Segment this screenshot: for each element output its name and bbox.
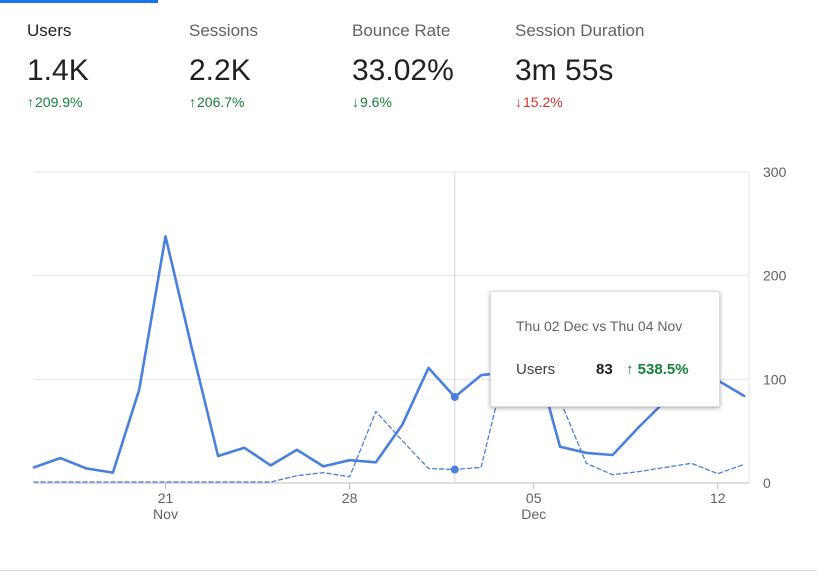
y-tick-label: 300: [763, 164, 787, 180]
x-tick-label: 05: [526, 490, 542, 506]
y-tick-label: 100: [763, 371, 787, 387]
users-series-line: [32, 235, 746, 474]
arrow-down-icon: ↓: [352, 94, 359, 110]
tooltip-title: Thu 02 Dec vs Thu 04 Nov: [516, 318, 683, 334]
metric-session-duration[interactable]: Session Duration 3m 55s ↓15.2%: [515, 18, 644, 111]
x-tick-sublabel: Nov: [153, 506, 178, 522]
metric-value: 1.4K: [27, 54, 89, 87]
comparison-point: [450, 465, 459, 474]
metric-change-value: 206.7%: [197, 94, 245, 110]
chart-tooltip: Thu 02 Dec vs Thu 04 Nov Users 83 ↑ 538.…: [490, 291, 720, 407]
y-tick-label: 0: [763, 475, 771, 491]
y-axis-ticks: 0 100 200 300: [763, 164, 787, 491]
x-tick-label: 12: [710, 490, 726, 506]
divider: [0, 570, 817, 571]
comparison-series-line: [33, 351, 745, 483]
arrow-up-icon: ↑: [189, 94, 196, 110]
metric-bounce-rate[interactable]: Bounce Rate 33.02% ↓9.6%: [352, 18, 454, 111]
metric-change: ↓15.2%: [515, 93, 644, 111]
y-tick-label: 200: [763, 268, 787, 284]
metric-value: 3m 55s: [515, 54, 614, 87]
metric-label: Users: [27, 21, 72, 40]
arrow-up-icon: ↑: [27, 94, 34, 110]
users-point: [450, 392, 459, 401]
metric-label: Bounce Rate: [352, 21, 451, 40]
tooltip-change-value: 538.5%: [637, 361, 689, 378]
tooltip-metric-label: Users: [516, 361, 556, 378]
metric-change-value: 15.2%: [523, 94, 563, 110]
x-tick-sublabel: Dec: [521, 506, 546, 522]
hover-markers: [450, 172, 459, 483]
active-tab-indicator: [0, 0, 158, 3]
arrow-down-icon: ↓: [515, 94, 522, 110]
metric-change-value: 9.6%: [360, 94, 392, 110]
metric-value: 2.2K: [189, 54, 251, 87]
metric-change-value: 209.9%: [35, 94, 83, 110]
arrow-up-icon: ↑: [626, 361, 634, 378]
tooltip-value: 83: [596, 361, 613, 378]
tooltip-change: ↑ 538.5%: [626, 361, 689, 378]
metric-sessions[interactable]: Sessions 2.2K ↑206.7%: [189, 18, 258, 111]
metric-value: 33.02%: [352, 54, 454, 87]
x-tick-label: 21: [158, 490, 174, 506]
metric-change: ↑206.7%: [189, 93, 258, 111]
metric-label: Sessions: [189, 21, 258, 40]
metric-change: ↓9.6%: [352, 93, 454, 111]
metric-users[interactable]: Users 1.4K ↑209.9%: [27, 18, 89, 111]
x-tick-label: 28: [342, 490, 358, 506]
metric-label: Session Duration: [515, 21, 645, 40]
chart-series: [32, 235, 746, 483]
metric-change: ↑209.9%: [27, 93, 89, 111]
